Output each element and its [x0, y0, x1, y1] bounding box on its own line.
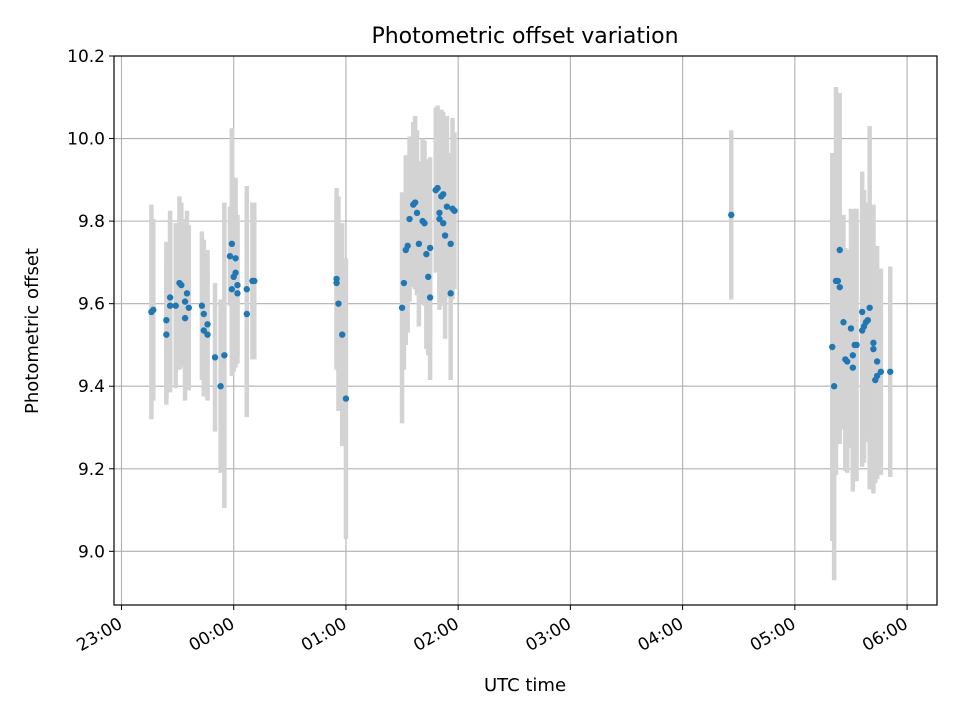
data-point [228, 240, 236, 248]
data-point [873, 358, 881, 365]
data-point [830, 383, 838, 390]
data-points [148, 184, 894, 402]
data-point [836, 283, 843, 291]
data-point [200, 310, 207, 318]
data-point [333, 279, 340, 287]
y-tick-label: 9.6 [78, 295, 105, 315]
data-point [217, 383, 224, 390]
data-point [853, 341, 860, 349]
data-point [873, 372, 881, 380]
data-point [836, 246, 843, 254]
data-point [198, 302, 206, 309]
data-point [243, 310, 251, 318]
data-point [423, 250, 430, 258]
data-point [411, 199, 419, 206]
data-point [400, 279, 408, 287]
y-tick-label: 9.8 [78, 212, 105, 232]
data-point [840, 319, 847, 326]
data-point [849, 352, 857, 359]
data-point [436, 215, 443, 223]
data-point [864, 316, 871, 324]
data-point [178, 281, 185, 289]
data-point [451, 207, 458, 214]
data-point [426, 244, 434, 252]
data-point [413, 209, 421, 217]
data-point [150, 306, 157, 314]
data-point [211, 354, 219, 361]
data-point [200, 327, 207, 334]
data-point [172, 302, 179, 309]
data-point [404, 242, 411, 250]
data-point [440, 219, 447, 227]
data-point [425, 273, 432, 281]
data-point [232, 255, 239, 262]
data-point [847, 325, 855, 332]
data-point [234, 290, 241, 297]
data-point [866, 304, 873, 311]
data-point [228, 286, 236, 293]
data-point [342, 395, 350, 402]
data-point [447, 290, 454, 297]
data-point [243, 286, 251, 293]
data-point [447, 240, 454, 248]
data-point [434, 184, 441, 192]
y-tick-label: 9.2 [78, 460, 105, 480]
data-point [421, 219, 428, 227]
data-point [858, 308, 866, 316]
data-point [183, 290, 191, 297]
data-point [204, 331, 211, 338]
data-point [443, 203, 451, 210]
data-point [887, 368, 894, 375]
y-tick-label: 10.2 [67, 47, 105, 67]
data-point [335, 300, 342, 307]
y-tick-label: 9.4 [78, 377, 105, 397]
data-point [221, 352, 228, 359]
data-point [406, 215, 413, 223]
data-point [181, 314, 189, 322]
data-point [441, 232, 449, 239]
data-point [232, 269, 239, 276]
data-point [226, 252, 234, 260]
data-point [877, 368, 885, 375]
data-point [234, 281, 241, 289]
data-point [426, 294, 434, 301]
data-point [166, 302, 174, 309]
data-point [834, 277, 842, 285]
chart-title: Photometric offset variation [371, 24, 678, 49]
data-point [251, 277, 258, 285]
data-point [870, 339, 877, 347]
data-point [166, 294, 174, 301]
x-axis-label: UTC time [484, 675, 566, 696]
y-tick-label: 10.0 [67, 130, 105, 150]
y-tick-label: 9.0 [78, 542, 105, 562]
data-point [849, 364, 857, 371]
data-point [204, 321, 211, 328]
data-point [844, 358, 851, 365]
data-point [829, 343, 836, 351]
data-point [181, 298, 189, 305]
data-point [870, 345, 877, 353]
data-point [436, 209, 443, 217]
data-point [415, 240, 423, 248]
data-point [338, 331, 346, 338]
data-point [728, 211, 735, 219]
data-point [185, 304, 193, 311]
data-point [398, 304, 406, 311]
plot-area-frame [113, 55, 938, 606]
data-point [440, 191, 447, 198]
y-axis-label: Photometric offset [22, 248, 43, 414]
data-point [163, 331, 170, 338]
y-axis-ticks: 9.0 9.2 9.4 9.6 9.8 10.0 10.2 [67, 47, 114, 562]
data-point [163, 316, 170, 324]
